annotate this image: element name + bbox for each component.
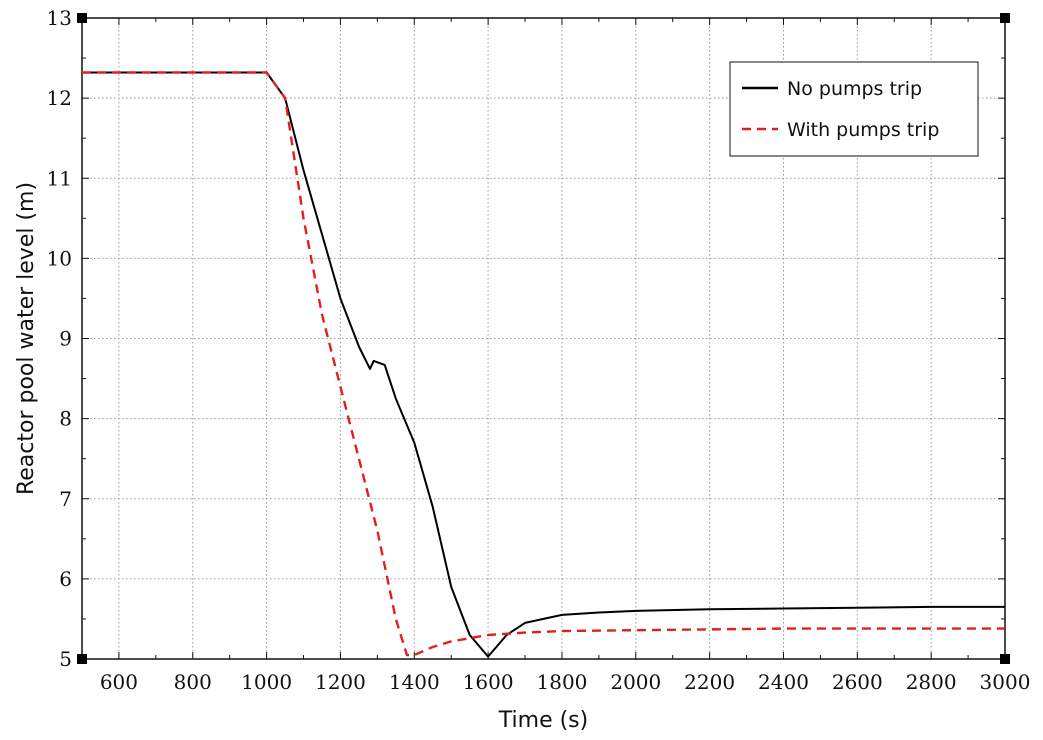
- x-tick-label: 2800: [906, 670, 957, 694]
- x-tick-label: 1800: [537, 670, 588, 694]
- x-tick-label: 3000: [980, 670, 1031, 694]
- x-tick-label: 2200: [684, 670, 735, 694]
- x-tick-label: 1000: [241, 670, 292, 694]
- legend-label-no-pumps-trip: No pumps trip: [787, 78, 922, 100]
- legend-box: [729, 61, 979, 157]
- x-tick-label: 600: [100, 670, 138, 694]
- y-tick-label: 6: [59, 567, 72, 591]
- corner-marker: [1000, 654, 1010, 664]
- y-tick-label: 12: [47, 86, 72, 110]
- y-tick-label: 9: [59, 327, 72, 351]
- x-tick-label: 1200: [315, 670, 366, 694]
- x-axis-label: Time (s): [498, 708, 588, 733]
- x-tick-label: 800: [174, 670, 212, 694]
- series-line-no-pumps-trip: [82, 71, 1005, 658]
- x-tick-label: 2000: [610, 670, 661, 694]
- x-tick-label: 1400: [389, 670, 440, 694]
- y-tick-label: 7: [59, 487, 72, 511]
- y-tick-label: 5: [59, 647, 72, 671]
- series-line-with-pumps-trip: [82, 71, 1005, 657]
- tick-labels: 600 800 1000 1200 1400 1600 1800 2000 2200 2400 26…: [47, 6, 1031, 694]
- y-tick-label: 8: [59, 407, 72, 431]
- y-axis-label: Reactor pool water level (m): [14, 182, 39, 495]
- series: [82, 71, 1005, 658]
- x-tick-label: 2600: [832, 670, 883, 694]
- legend: No pumps trip With pumps trip: [729, 61, 979, 157]
- corner-marker: [77, 654, 87, 664]
- y-tick-label: 11: [47, 166, 72, 190]
- x-tick-label: 2400: [758, 670, 809, 694]
- x-tick-label: 1600: [463, 670, 514, 694]
- legend-label-with-pumps-trip: With pumps trip: [787, 119, 939, 141]
- y-tick-label: 13: [47, 6, 72, 30]
- y-tick-label: 10: [47, 246, 72, 270]
- corner-marker: [1000, 13, 1010, 23]
- corner-marker: [77, 13, 87, 23]
- corner-markers: [77, 13, 1010, 664]
